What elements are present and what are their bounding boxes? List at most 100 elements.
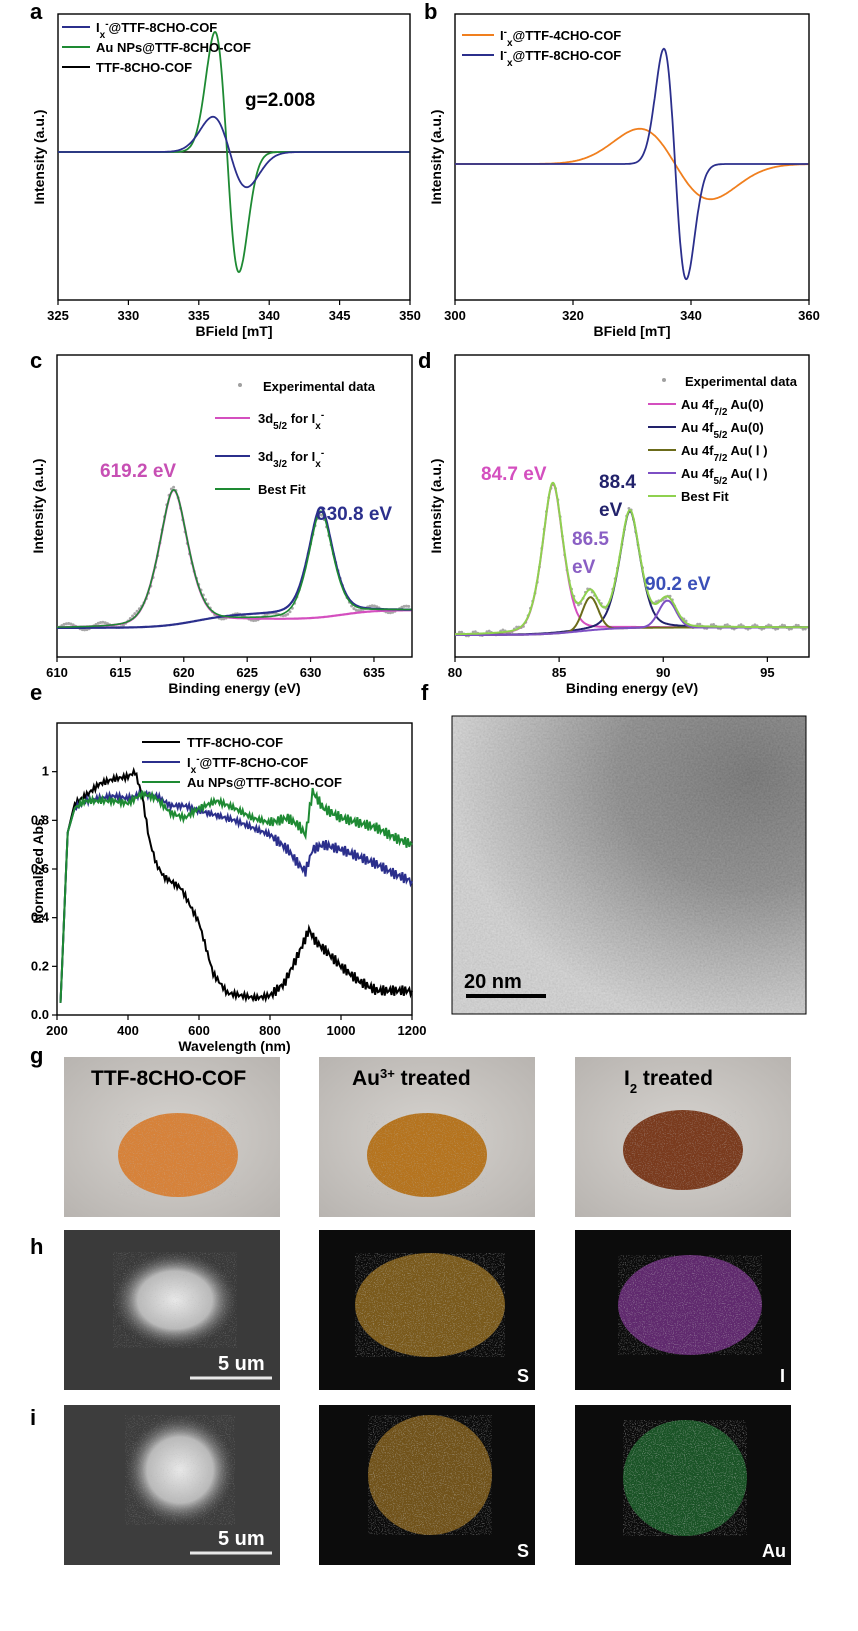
x-tick-label-d-1: 85 <box>552 665 566 680</box>
data-point <box>99 621 103 624</box>
legend-label-a-0: Ix-@TTF-8CHO-COF <box>96 19 217 41</box>
data-point <box>286 612 290 616</box>
legend-swatch-c-0 <box>238 383 242 387</box>
peak-label-c-0: 619.2 eV <box>100 461 176 482</box>
best-fit-c <box>57 489 412 628</box>
eds-label-au-i: Au <box>762 1541 786 1561</box>
data-point <box>370 604 374 608</box>
data-point <box>402 604 406 608</box>
component-curve-d-2 <box>455 596 809 636</box>
g-factor-annotation: g=2.008 <box>245 90 315 111</box>
sem-scale-label-i: 5 um <box>218 1528 265 1550</box>
legend-label-d-4: Au 4f5/2 Au( Ⅰ ) <box>681 466 768 487</box>
panel-label-i: i <box>30 1405 36 1430</box>
photo-caption-1: TTF-8CHO-COF <box>91 1067 246 1090</box>
panel-label-b: b <box>424 0 437 24</box>
data-point <box>726 623 729 626</box>
x-tick-label-e-3: 800 <box>259 1023 281 1038</box>
panel-b: b 300 320 340 360 BField [mT] Intensity (a.u.)… <box>424 0 820 339</box>
panel-label-a: a <box>30 0 43 24</box>
panel-e: e 200 400 600 800 1000 1200 Wavelength (nm) Norm… <box>30 680 426 1054</box>
data-point <box>284 613 287 617</box>
legend-label-c-1: 3d5/2 for Ix- <box>258 410 324 432</box>
panel-label-d: d <box>418 348 431 373</box>
data-point <box>96 621 100 625</box>
panel-label-f: f <box>421 680 429 705</box>
legend-label-e-0: TTF-8CHO-COF <box>187 735 283 750</box>
component-curve-d-3 <box>455 599 809 636</box>
best-fit-d <box>455 481 809 636</box>
data-point <box>712 623 715 626</box>
x-tick-label-a-0: 325 <box>47 308 69 323</box>
y-tick-label-e-4: 0.8 <box>31 812 49 827</box>
x-tick-label-b-2: 340 <box>680 308 702 323</box>
legend-label-b-0: I-x@TTF-4CHO-COF <box>500 27 621 49</box>
panel-a: a 325 330 335 340 345 350 BField [mT] Intensity … <box>30 0 421 339</box>
x-axis-label-d: Binding energy (eV) <box>566 680 698 696</box>
legend-label-b-1: I-x@TTF-8CHO-COF <box>500 47 621 69</box>
uv-trace-e-1 <box>59 787 413 1003</box>
data-point <box>71 623 75 627</box>
panel-label-h: h <box>30 1234 43 1259</box>
epr-trace-a-2 <box>58 115 410 189</box>
fit-curve-c-3d32 <box>57 506 412 629</box>
x-tick-label-c-4: 630 <box>300 665 322 680</box>
y-axis-label-b: Intensity (a.u.) <box>428 110 444 205</box>
x-axis-label-e: Wavelength (nm) <box>178 1038 290 1054</box>
peak-label-c-1: 630.8 eV <box>316 504 392 525</box>
x-tick-label-c-2: 620 <box>173 665 195 680</box>
x-tick-label-d-3: 95 <box>760 665 774 680</box>
x-tick-label-d-0: 80 <box>448 665 462 680</box>
data-point <box>135 609 139 613</box>
legend-label-c-3: Best Fit <box>258 482 306 497</box>
plot-frame-c <box>56 354 413 658</box>
x-tick-label-e-4: 1000 <box>327 1023 356 1038</box>
peak-label-d-0: 84.7 eV <box>481 464 547 485</box>
legend-label-c-2: 3d3/2 for Ix- <box>258 448 324 470</box>
x-axis-label-a: BField [mT] <box>196 323 273 339</box>
experimental-data-d <box>455 483 807 638</box>
data-point <box>698 622 702 626</box>
data-point <box>487 629 491 633</box>
data-point <box>460 630 464 634</box>
data-point <box>222 617 226 621</box>
y-tick-label-e-3: 0.6 <box>31 861 49 876</box>
data-point <box>352 607 356 611</box>
data-point <box>368 604 372 608</box>
data-point <box>388 611 392 615</box>
legend-label-c-0: Experimental data <box>263 379 376 394</box>
y-axis-label-c: Intensity (a.u.) <box>30 459 46 554</box>
data-point <box>767 623 770 627</box>
tem-texture <box>452 716 806 1014</box>
photo-caption-2: Au3+ treated <box>352 1066 471 1091</box>
x-tick-label-e-1: 400 <box>117 1023 139 1038</box>
data-point <box>407 604 411 608</box>
y-axis-label-d: Intensity (a.u.) <box>428 459 444 554</box>
x-tick-label-e-2: 600 <box>188 1023 210 1038</box>
component-curve-d-0 <box>455 482 809 636</box>
legend-label-a-2: TTF-8CHO-COF <box>96 60 192 75</box>
data-point <box>281 614 285 618</box>
peak-label-d-1-unit: eV <box>572 557 596 578</box>
data-point <box>172 485 176 489</box>
x-axis-label-b: BField [mT] <box>594 323 671 339</box>
data-point <box>753 623 757 627</box>
data-point <box>709 623 713 627</box>
sem-scale-label-h: 5 um <box>218 1353 265 1375</box>
data-point <box>787 627 791 631</box>
data-point <box>794 623 798 627</box>
panel-i-sem-maps: i 5 um S Au <box>30 1405 791 1565</box>
data-point <box>103 621 107 625</box>
eds-label-s-h: S <box>517 1366 529 1386</box>
legend-label-e-2: Au NPs@TTF-8CHO-COF <box>187 775 342 790</box>
data-point <box>501 628 505 632</box>
y-tick-label-e-0: 0.0 <box>31 1007 49 1022</box>
data-point <box>354 608 358 612</box>
legend-label-d-1: Au 4f7/2 Au(0) <box>681 397 764 418</box>
x-tick-label-c-1: 615 <box>110 665 132 680</box>
data-point <box>471 630 475 634</box>
data-point <box>696 622 699 626</box>
data-point <box>252 619 255 623</box>
eds-label-s-i: S <box>517 1541 529 1561</box>
panel-h-sem-maps: h 5 um S I <box>30 1230 791 1390</box>
